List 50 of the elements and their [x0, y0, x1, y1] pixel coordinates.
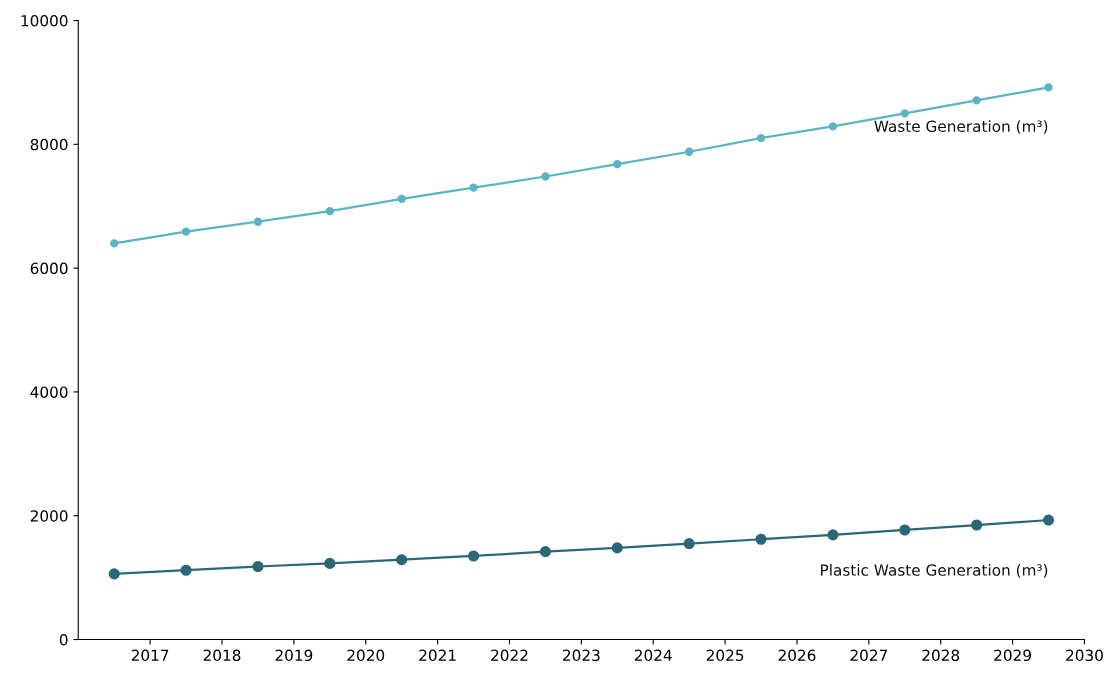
point	[539, 546, 551, 558]
x-tick-label: 2017	[131, 649, 169, 662]
point	[972, 96, 981, 105]
x-tick-label: 2024	[634, 649, 672, 662]
x-tick-label: 2028	[922, 649, 960, 662]
point	[180, 564, 192, 576]
y-tick-label: 10000	[21, 14, 68, 27]
point	[755, 533, 767, 545]
x-tick-label: 2022	[491, 649, 528, 662]
point	[181, 227, 191, 236]
point	[325, 207, 334, 216]
point	[324, 557, 336, 569]
point	[110, 239, 119, 248]
y-tick-label: 6000	[30, 262, 68, 275]
point	[611, 542, 623, 554]
x-tick-label: 2019	[275, 649, 313, 662]
point	[467, 550, 480, 562]
point	[756, 133, 766, 143]
point	[252, 560, 264, 573]
point	[827, 529, 839, 541]
point	[469, 183, 478, 192]
x-tick-label: 2020	[347, 649, 385, 662]
point	[1044, 83, 1053, 92]
series-label: Waste Generation (m³)	[874, 120, 1048, 134]
y-tick-label: 0	[59, 634, 68, 646]
x-tick-label: 2018	[203, 649, 241, 662]
point	[899, 524, 911, 536]
point	[828, 122, 838, 131]
point	[971, 519, 983, 531]
point	[684, 147, 694, 156]
x-tick-label: 2029	[994, 649, 1031, 662]
y-tick-label: 8000	[30, 138, 68, 151]
x-tick-label: 2026	[778, 649, 816, 662]
y-tick-label: 2000	[30, 510, 68, 522]
y-tick-label: 4000	[30, 386, 68, 398]
point	[396, 554, 408, 566]
point	[900, 109, 909, 118]
point	[683, 538, 695, 550]
x-tick-label: 2023	[563, 649, 600, 662]
point	[253, 217, 263, 226]
series-label: Plastic Waste Generation (m³)	[821, 564, 1048, 578]
point	[1042, 514, 1055, 526]
point	[397, 194, 406, 203]
x-tick-label: 2025	[706, 649, 744, 662]
x-tick-label: 2027	[850, 649, 887, 662]
point	[108, 568, 120, 580]
point	[541, 172, 550, 181]
x-tick-label: 2021	[419, 649, 456, 662]
x-tick-label: 2030	[1066, 649, 1103, 662]
point	[613, 159, 622, 169]
